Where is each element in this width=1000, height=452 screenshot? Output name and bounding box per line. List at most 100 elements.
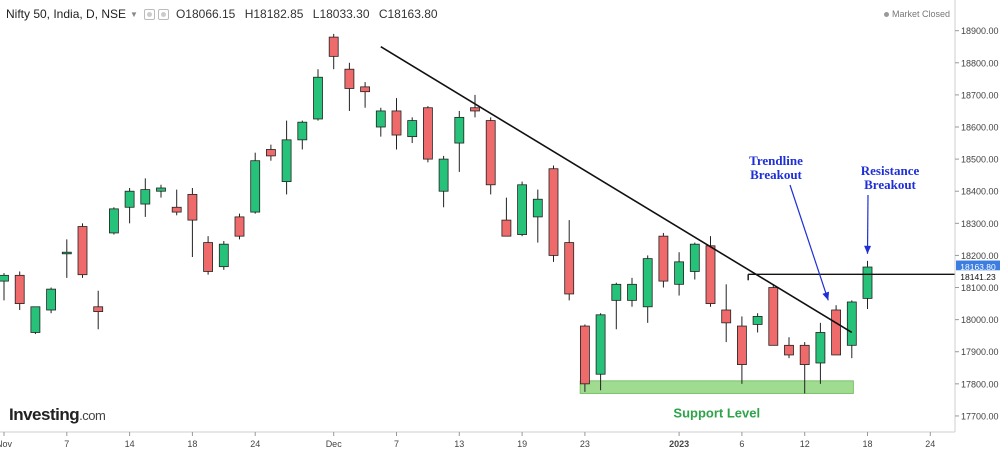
candle-body-down: [203, 242, 214, 272]
x-tick-label: 7: [394, 439, 399, 449]
candle: [737, 316, 747, 384]
annotation-subtitle: Breakout: [864, 177, 916, 192]
candle: [391, 98, 402, 150]
x-tick-label: 18: [187, 439, 197, 449]
candle: [0, 273, 9, 301]
symbol-title[interactable]: Nifty 50, India, D, NSE: [6, 7, 127, 21]
candle: [548, 165, 559, 262]
candle-body-up: [156, 187, 166, 192]
y-tick-label: 18100.00: [961, 283, 999, 293]
candle-body-up: [46, 288, 56, 311]
last-price-flag: [956, 260, 1000, 273]
candle: [470, 94, 480, 118]
candle-body-down: [344, 68, 355, 89]
candle-body-up: [642, 258, 653, 308]
x-tick-label: 6: [739, 439, 744, 449]
candle: [784, 337, 794, 359]
annotation-title: Trendline: [749, 153, 803, 168]
candle-body-up: [109, 208, 119, 234]
candle-body-up: [674, 261, 684, 285]
candle-body-up: [140, 189, 151, 205]
candle: [297, 120, 308, 150]
y-tick-label: 18600.00: [961, 123, 999, 133]
logo-domain: .com: [79, 408, 106, 423]
y-tick-label: 18500.00: [961, 155, 999, 165]
candle: [501, 197, 512, 237]
candle: [595, 313, 606, 391]
candle-body-up: [752, 316, 763, 325]
candle-body-down: [658, 235, 669, 282]
candle: [218, 240, 229, 270]
candle: [627, 277, 637, 307]
chevron-down-icon[interactable]: ▼: [130, 9, 138, 19]
candle-body-up: [532, 198, 543, 218]
candle: [752, 313, 763, 333]
candle: [846, 300, 857, 359]
open-value: O18066.15: [175, 7, 236, 21]
candle-body-up: [517, 184, 527, 235]
candle: [658, 232, 669, 288]
candle-body-up: [30, 306, 41, 333]
annotation-arrow-head: [864, 245, 872, 254]
y-tick-label: 18400.00: [961, 187, 999, 197]
candle-body-down: [77, 226, 88, 276]
candle-body-down: [721, 309, 732, 324]
candle: [281, 120, 292, 195]
candle-body-up: [124, 190, 135, 208]
candle: [862, 260, 873, 309]
candle-body-up: [815, 332, 826, 364]
y-tick-label: 17800.00: [961, 379, 999, 389]
y-tick-label: 18300.00: [961, 219, 999, 229]
candle-body-up: [627, 283, 637, 301]
candle-body-up: [61, 251, 72, 255]
x-tick-label: 23: [580, 439, 590, 449]
candle: [124, 188, 135, 224]
candle: [187, 188, 198, 258]
candle: [140, 178, 151, 217]
x-tick-label: 13: [454, 439, 464, 449]
annotation-title: Resistance: [861, 163, 920, 178]
settings-icon[interactable]: [157, 8, 169, 20]
candle-body-down: [768, 287, 779, 346]
candle-body-up: [250, 160, 261, 213]
eye-icon[interactable]: [143, 8, 155, 20]
y-tick-label: 18700.00: [961, 90, 999, 100]
candle-body-down: [564, 242, 575, 295]
y-tick-label: 17900.00: [961, 347, 999, 357]
annotation-arrow-head: [822, 291, 830, 301]
candle-body-down: [799, 344, 810, 365]
market-status-text: Market Closed: [892, 9, 951, 19]
candle: [61, 239, 72, 278]
candle: [203, 236, 214, 275]
candle: [407, 117, 418, 144]
candle-body-up: [438, 158, 449, 192]
candle-body-down: [360, 86, 371, 93]
candle-body-down: [265, 149, 276, 157]
last-price-label: 18163.80: [960, 262, 996, 272]
candle: [109, 207, 119, 235]
candle-body-up: [407, 120, 418, 138]
high-value: H18182.85: [244, 7, 304, 21]
trendline: [380, 46, 853, 334]
chart-header: Nifty 50, India, D, NSE ▼ O18066.15 H181…: [6, 7, 444, 21]
candle: [611, 282, 622, 330]
candle: [438, 155, 449, 208]
candle: [14, 271, 25, 310]
support-zone-band: [579, 380, 854, 394]
candle: [344, 62, 355, 111]
candle-body-down: [580, 325, 590, 385]
candle-body-up: [0, 274, 9, 282]
drawn-lines-layer: [380, 46, 955, 334]
y-tick-label: 18000.00: [961, 315, 999, 325]
x-tick-label: 18: [862, 439, 872, 449]
candle-body-down: [485, 120, 496, 186]
status-dot-icon: [884, 12, 889, 18]
candle: [360, 82, 371, 108]
candle: [234, 213, 245, 240]
candle-body-down: [737, 325, 747, 365]
candle-body-down: [328, 36, 339, 57]
x-tick-label: 19: [517, 439, 527, 449]
candle: [485, 117, 496, 195]
